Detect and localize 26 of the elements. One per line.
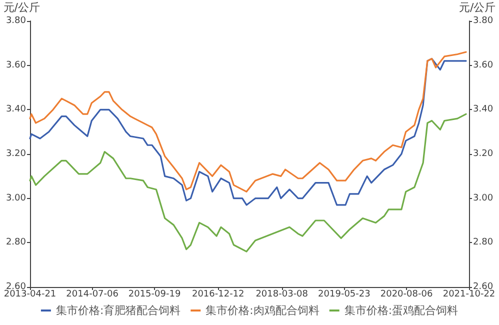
y-tick-label: 3.40: [6, 104, 26, 115]
line-series: [29, 113, 467, 252]
y2-axis-title: 元/公斤: [459, 1, 496, 14]
y-tick-label: 2.80: [6, 238, 26, 248]
y-tick-label: 3.60: [6, 60, 26, 70]
x-tick-label: 2015-09-19: [128, 290, 181, 300]
x-tick-label: 2021-10-22: [442, 290, 496, 300]
y2-tick-label: 3.20: [473, 149, 494, 159]
y-tick-label: 3.00: [6, 193, 26, 204]
y2-tick-label: 3.60: [473, 60, 494, 70]
legend-label: 集市价格:育肥猪配合饲料: [56, 304, 181, 317]
legend-label: 集市价格:肉鸡配合饲料: [206, 304, 320, 317]
y-tick-label: 3.80: [6, 16, 26, 26]
y2-tick-label: 3.80: [473, 16, 494, 26]
x-tick-label: 2014-07-06: [66, 290, 119, 300]
x-tick-label: 2013-04-21: [4, 290, 56, 300]
legend-label: 集市价格:蛋鸡配合饲料: [344, 304, 458, 317]
x-tick-label: 2020-08-06: [380, 290, 433, 300]
x-tick-label: 2018-03-08: [256, 290, 308, 300]
y-tick-label: 3.20: [6, 149, 26, 159]
y2-tick-label: 3.00: [473, 193, 494, 204]
x-tick-label: 2016-12-12: [192, 290, 244, 300]
y2-tick-label: 3.40: [473, 104, 494, 115]
y2-tick-label: 2.80: [473, 238, 494, 248]
y-axis-title: 元/公斤: [3, 1, 40, 14]
x-tick-label: 2019-05-23: [318, 290, 370, 300]
